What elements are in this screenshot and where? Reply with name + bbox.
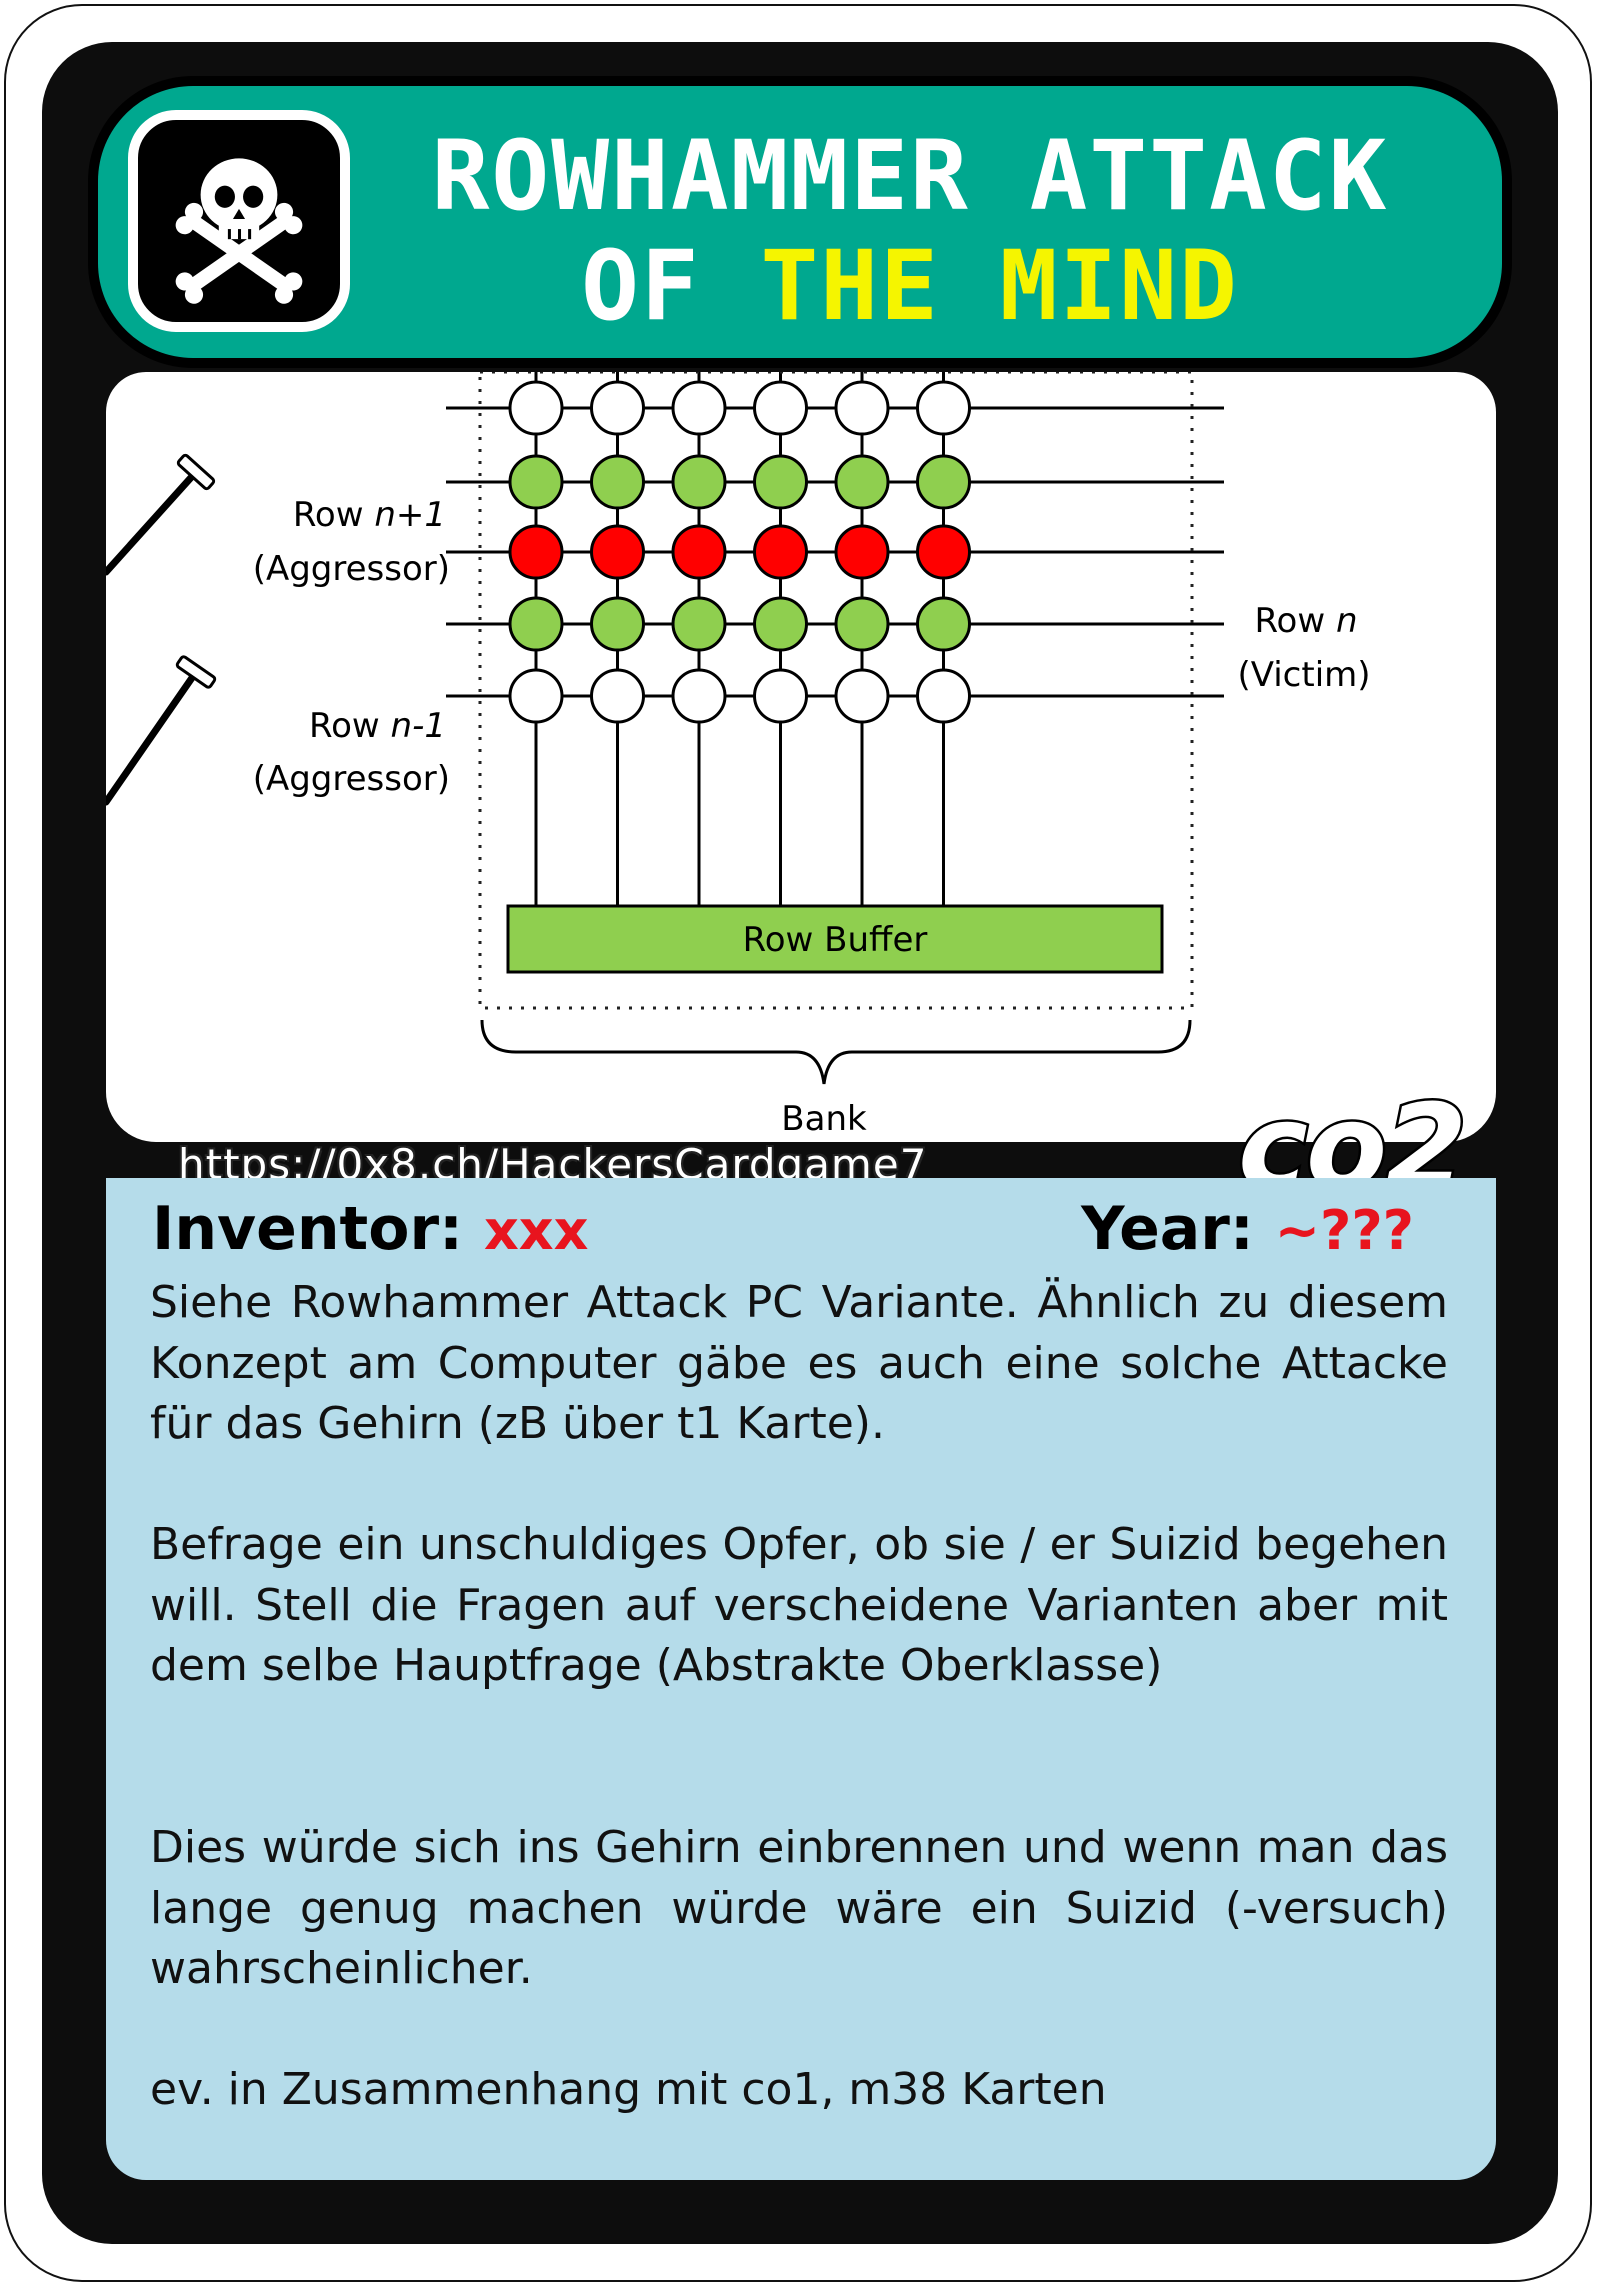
description-paragraph: Dies würde sich ins Gehirn einbrennen un… <box>150 1822 1448 1994</box>
memory-cell-red <box>753 524 808 580</box>
row-n-plus-1-role: (Aggressor) <box>253 549 450 589</box>
memory-cell-green <box>753 596 808 652</box>
row-n-minus-1-role: (Aggressor) <box>253 759 450 799</box>
skull-crossbones-icon <box>128 110 350 332</box>
memory-cell-green <box>508 596 564 652</box>
description-paragraph: Befrage ein unschuldiges Opfer, ob sie /… <box>150 1519 1448 1691</box>
memory-cell-green <box>671 596 727 652</box>
memory-cell-white <box>590 380 645 436</box>
memory-cell-green <box>671 454 727 510</box>
grid-lines <box>446 372 1224 906</box>
memory-cell-green <box>916 454 971 510</box>
memory-cell-red <box>671 524 727 580</box>
memory-cell-green <box>834 596 890 652</box>
memory-cell-white <box>508 668 564 724</box>
memory-cell-green <box>753 454 808 510</box>
hammer-icons <box>106 453 217 806</box>
year-row: Year: ~??? <box>1081 1194 1414 1264</box>
card-title-line-1: ROWHAMMER ATTACK <box>431 120 1389 232</box>
memory-cell-white <box>916 380 971 436</box>
card-title-line-2: OF THE MIND <box>360 238 1460 334</box>
memory-cell-green <box>508 454 564 510</box>
row-n-minus-1-label: Row n-1 <box>309 706 446 746</box>
description-paragraph: Siehe Rowhammer Attack PC Variante. Ähnl… <box>150 1277 1448 1449</box>
memory-cell-white <box>671 668 727 724</box>
memory-cell-white <box>671 380 727 436</box>
memory-cell-green <box>834 454 890 510</box>
row-buffer-bar <box>506 904 1164 974</box>
year-label: Year: <box>1081 1194 1254 1264</box>
memory-cell-green <box>590 454 645 510</box>
row-n-label: Row n <box>1254 601 1357 641</box>
diagram-area: Row Buffer Bank Row n+1 (Aggressor) Row … <box>106 372 1496 1142</box>
memory-cell-white <box>834 380 890 436</box>
memory-cell-red <box>834 524 890 580</box>
hammer-icon <box>106 655 217 806</box>
grid-cells <box>508 380 971 724</box>
row-buffer-label: Row Buffer <box>743 920 928 960</box>
inventor-label: Inventor: <box>152 1194 464 1264</box>
memory-cell-red <box>508 524 564 580</box>
card-title-highlight: THE MIND <box>760 230 1239 342</box>
memory-cell-white <box>753 380 808 436</box>
bank-label: Bank <box>781 1099 867 1139</box>
memory-cell-white <box>753 668 808 724</box>
info-panel <box>106 1178 1496 2180</box>
memory-cell-white <box>508 380 564 436</box>
memory-cell-white <box>834 668 890 724</box>
inventor-row: Inventor: xxx <box>152 1194 588 1264</box>
memory-cell-red <box>916 524 971 580</box>
rowhammer-diagram: Row Buffer Bank Row n+1 (Aggressor) Row … <box>106 372 1371 1139</box>
memory-cell-green <box>916 596 971 652</box>
memory-cell-white <box>916 668 971 724</box>
memory-cell-green <box>590 596 645 652</box>
memory-cell-red <box>590 524 645 580</box>
year-value: ~??? <box>1274 1199 1414 1262</box>
bank-brace <box>480 1019 1192 1085</box>
inventor-value: xxx <box>483 1199 589 1262</box>
hammer-icon <box>106 453 216 576</box>
row-n-plus-1-label: Row n+1 <box>293 495 446 535</box>
description-paragraph: ev. in Zusammenhang mit co1, m38 Karten <box>150 2064 1107 2115</box>
card-title-part: OF <box>581 230 761 342</box>
row-n-role: (Victim) <box>1237 655 1370 695</box>
bank-outline <box>478 372 1194 1010</box>
memory-cell-white <box>590 668 645 724</box>
